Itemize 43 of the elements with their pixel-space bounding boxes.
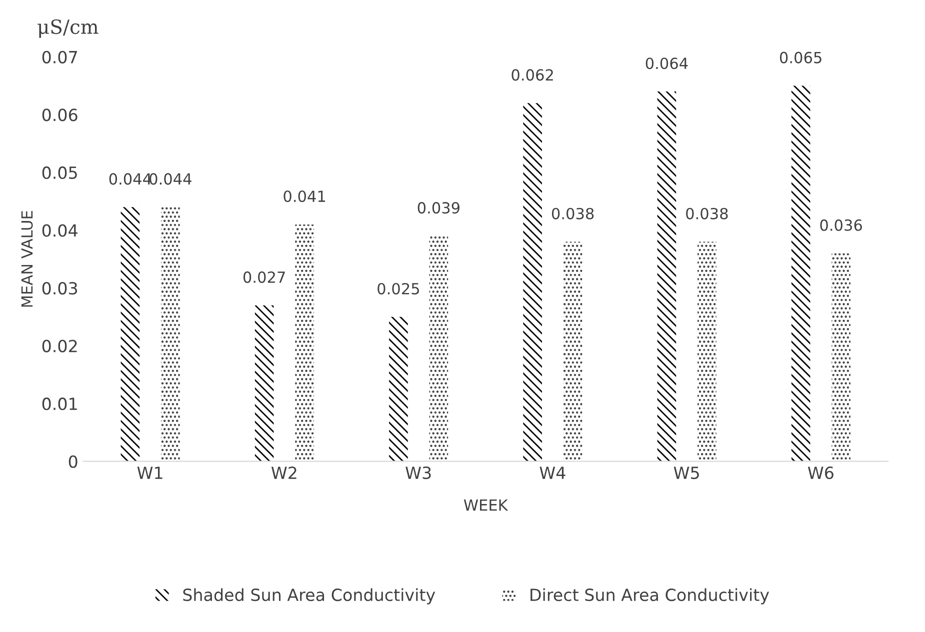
y-axis-title: MEAN VALUE [21,211,33,307]
data-label: 0.044 [109,173,152,185]
text: μS/cm [38,19,98,38]
y-tick-label: 0.05 [42,166,77,180]
x-tick-label: W3 [406,466,431,480]
x-axis-title: WEEK [464,499,508,511]
bar [791,86,810,462]
bar [698,242,716,462]
data-label: 0.041 [284,190,326,202]
legend-label: Direct Sun Area Conductivity [530,588,770,604]
y-tick-label: 0.07 [42,50,77,64]
data-label: 0.044 [150,173,192,185]
data-label: 0.065 [780,52,822,64]
data-label: 0.039 [418,202,460,214]
bar [161,207,180,462]
bar [563,242,582,462]
bar [429,236,448,462]
bar [295,224,314,462]
bar [120,207,140,462]
legend-label: Shaded Sun Area Conductivity [183,588,436,604]
y-tick-label: 0.04 [42,224,78,237]
data-label: 0.027 [243,271,285,283]
bar [523,103,542,462]
y-tick-label: 0.01 [42,398,77,410]
data-label: 0.025 [378,282,419,294]
y-tick-label: 0 [68,455,78,468]
x-tick-label: W1 [137,466,162,479]
data-label: 0.064 [646,58,688,70]
bar [832,253,850,462]
data-label: 0.062 [512,69,553,81]
x-tick-label: W4 [540,466,566,479]
y-tick-label: 0.06 [42,108,78,122]
bar [657,92,676,462]
y-tick-label: 0.03 [42,282,78,295]
x-tick-label: W2 [271,466,296,479]
bar [254,305,274,462]
x-tick-label: W5 [674,466,699,480]
data-label: 0.038 [686,208,728,220]
data-label: 0.036 [820,219,862,231]
data-label: 0.038 [552,208,594,220]
bar [389,316,408,462]
x-tick-label: W6 [808,466,834,480]
y-tick-label: 0.02 [42,340,77,352]
